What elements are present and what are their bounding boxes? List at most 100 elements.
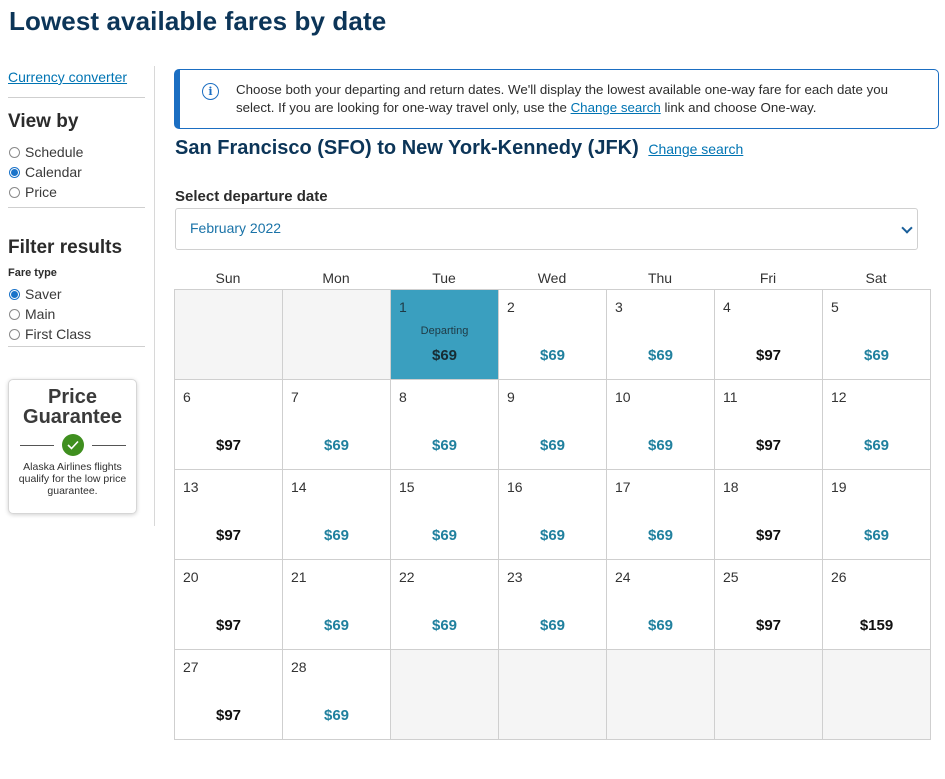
fare-price: $69 xyxy=(323,527,350,544)
day-number: 8 xyxy=(399,389,407,405)
fare-price: $69 xyxy=(539,437,566,454)
radio-price[interactable] xyxy=(9,186,20,198)
view-by-calendar[interactable]: Calendar xyxy=(8,162,145,182)
empty-day-cell xyxy=(499,650,607,740)
day-cell[interactable]: 6 $97 xyxy=(175,380,283,470)
info-change-search-link[interactable]: Change search xyxy=(570,100,661,115)
fare-price: $97 xyxy=(755,617,782,634)
departure-date-label: Select departure date xyxy=(175,188,328,205)
fare-price: $69 xyxy=(323,617,350,634)
day-number: 7 xyxy=(291,389,299,405)
radio-main[interactable] xyxy=(9,308,20,320)
day-cell[interactable]: 14 $69 xyxy=(283,470,391,560)
fare-price: $69 xyxy=(647,437,674,454)
day-number: 21 xyxy=(291,569,307,585)
day-number: 18 xyxy=(723,479,739,495)
fare-price: $69 xyxy=(431,617,458,634)
empty-day-cell xyxy=(715,650,823,740)
fare-price: $69 xyxy=(431,437,458,454)
fare-saver[interactable]: Saver xyxy=(8,284,145,304)
guarantee-badge xyxy=(9,434,136,456)
day-cell[interactable]: 9 $69 xyxy=(499,380,607,470)
route-title: San Francisco (SFO) to New York-Kennedy … xyxy=(175,137,639,159)
month-select[interactable]: February 2022 xyxy=(175,208,918,250)
fare-price: $97 xyxy=(755,437,782,454)
day-number: 17 xyxy=(615,479,631,495)
weekday-label: Mon xyxy=(322,270,350,286)
radio-label: First Class xyxy=(25,326,92,342)
day-number: 2 xyxy=(507,299,515,315)
guarantee-title-line2: Guarantee xyxy=(23,406,122,428)
day-cell[interactable]: 28 $69 xyxy=(283,650,391,740)
empty-day-cell xyxy=(607,650,715,740)
fare-main[interactable]: Main xyxy=(8,304,145,324)
price-guarantee-card: Price Guarantee Alaska Airlines flights … xyxy=(8,379,137,514)
empty-day-cell xyxy=(823,650,931,740)
guarantee-title-line1: Price xyxy=(48,386,97,408)
day-cell[interactable]: 12 $69 xyxy=(823,380,931,470)
change-search-link[interactable]: Change search xyxy=(648,141,744,157)
day-cell[interactable]: 21 $69 xyxy=(283,560,391,650)
day-number: 11 xyxy=(723,389,738,405)
day-cell[interactable]: 18 $97 xyxy=(715,470,823,560)
radio-saver[interactable] xyxy=(9,288,20,300)
day-cell[interactable]: 13 $97 xyxy=(175,470,283,560)
day-cell[interactable]: 15 $69 xyxy=(391,470,499,560)
day-cell[interactable]: 19 $69 xyxy=(823,470,931,560)
radio-label: Price xyxy=(25,184,57,200)
fare-price: $69 xyxy=(323,707,350,724)
day-number: 6 xyxy=(183,389,191,405)
fare-price: $69 xyxy=(431,347,458,364)
fare-price: $97 xyxy=(755,347,782,364)
fare-price: $97 xyxy=(215,527,242,544)
fare-first-class[interactable]: First Class xyxy=(8,324,145,344)
radio-schedule[interactable] xyxy=(9,146,20,158)
day-cell[interactable]: 8 $69 xyxy=(391,380,499,470)
divider xyxy=(8,97,145,98)
day-cell[interactable]: 10 $69 xyxy=(607,380,715,470)
route-title-row: San Francisco (SFO) to New York-Kennedy … xyxy=(175,137,743,160)
day-cell[interactable]: 4 $97 xyxy=(715,290,823,380)
day-number: 15 xyxy=(399,479,415,495)
day-number: 5 xyxy=(831,299,839,315)
day-number: 1 xyxy=(399,299,407,315)
weekday-header: Sun Mon Tue Wed Thu Fri Sat xyxy=(174,269,931,289)
weekday-label: Sat xyxy=(865,270,887,286)
divider xyxy=(8,346,145,347)
radio-label: Saver xyxy=(25,286,62,302)
view-by-price[interactable]: Price xyxy=(8,182,145,202)
day-cell-selected[interactable]: 1 Departing $69 xyxy=(391,290,499,380)
day-number: 9 xyxy=(507,389,515,405)
currency-converter-link[interactable]: Currency converter xyxy=(8,69,128,85)
day-cell[interactable]: 24 $69 xyxy=(607,560,715,650)
day-number: 3 xyxy=(615,299,623,315)
day-cell[interactable]: 27 $97 xyxy=(175,650,283,740)
radio-label: Calendar xyxy=(25,164,82,180)
day-cell[interactable]: 3 $69 xyxy=(607,290,715,380)
day-number: 10 xyxy=(615,389,631,405)
radio-calendar[interactable] xyxy=(9,166,20,178)
day-cell[interactable]: 22 $69 xyxy=(391,560,499,650)
day-number: 24 xyxy=(615,569,631,585)
day-cell[interactable]: 25 $97 xyxy=(715,560,823,650)
day-cell[interactable]: 2 $69 xyxy=(499,290,607,380)
day-cell[interactable]: 7 $69 xyxy=(283,380,391,470)
radio-first-class[interactable] xyxy=(9,328,20,340)
day-cell[interactable]: 17 $69 xyxy=(607,470,715,560)
info-text: Choose both your departing and return da… xyxy=(236,82,889,115)
day-cell[interactable]: 23 $69 xyxy=(499,560,607,650)
empty-day-cell xyxy=(283,290,391,380)
day-cell[interactable]: 11 $97 xyxy=(715,380,823,470)
day-number: 26 xyxy=(831,569,847,585)
empty-day-cell xyxy=(175,290,283,380)
weekday-label: Sun xyxy=(215,270,241,286)
day-cell[interactable]: 20 $97 xyxy=(175,560,283,650)
fare-price: $69 xyxy=(863,347,890,364)
day-cell[interactable]: 5 $69 xyxy=(823,290,931,380)
day-cell[interactable]: 16 $69 xyxy=(499,470,607,560)
sidebar-divider xyxy=(154,66,155,526)
view-by-schedule[interactable]: Schedule xyxy=(8,142,145,162)
filter-results-heading: Filter results xyxy=(8,237,123,258)
radio-label: Schedule xyxy=(25,144,84,160)
day-cell[interactable]: 26 $159 xyxy=(823,560,931,650)
